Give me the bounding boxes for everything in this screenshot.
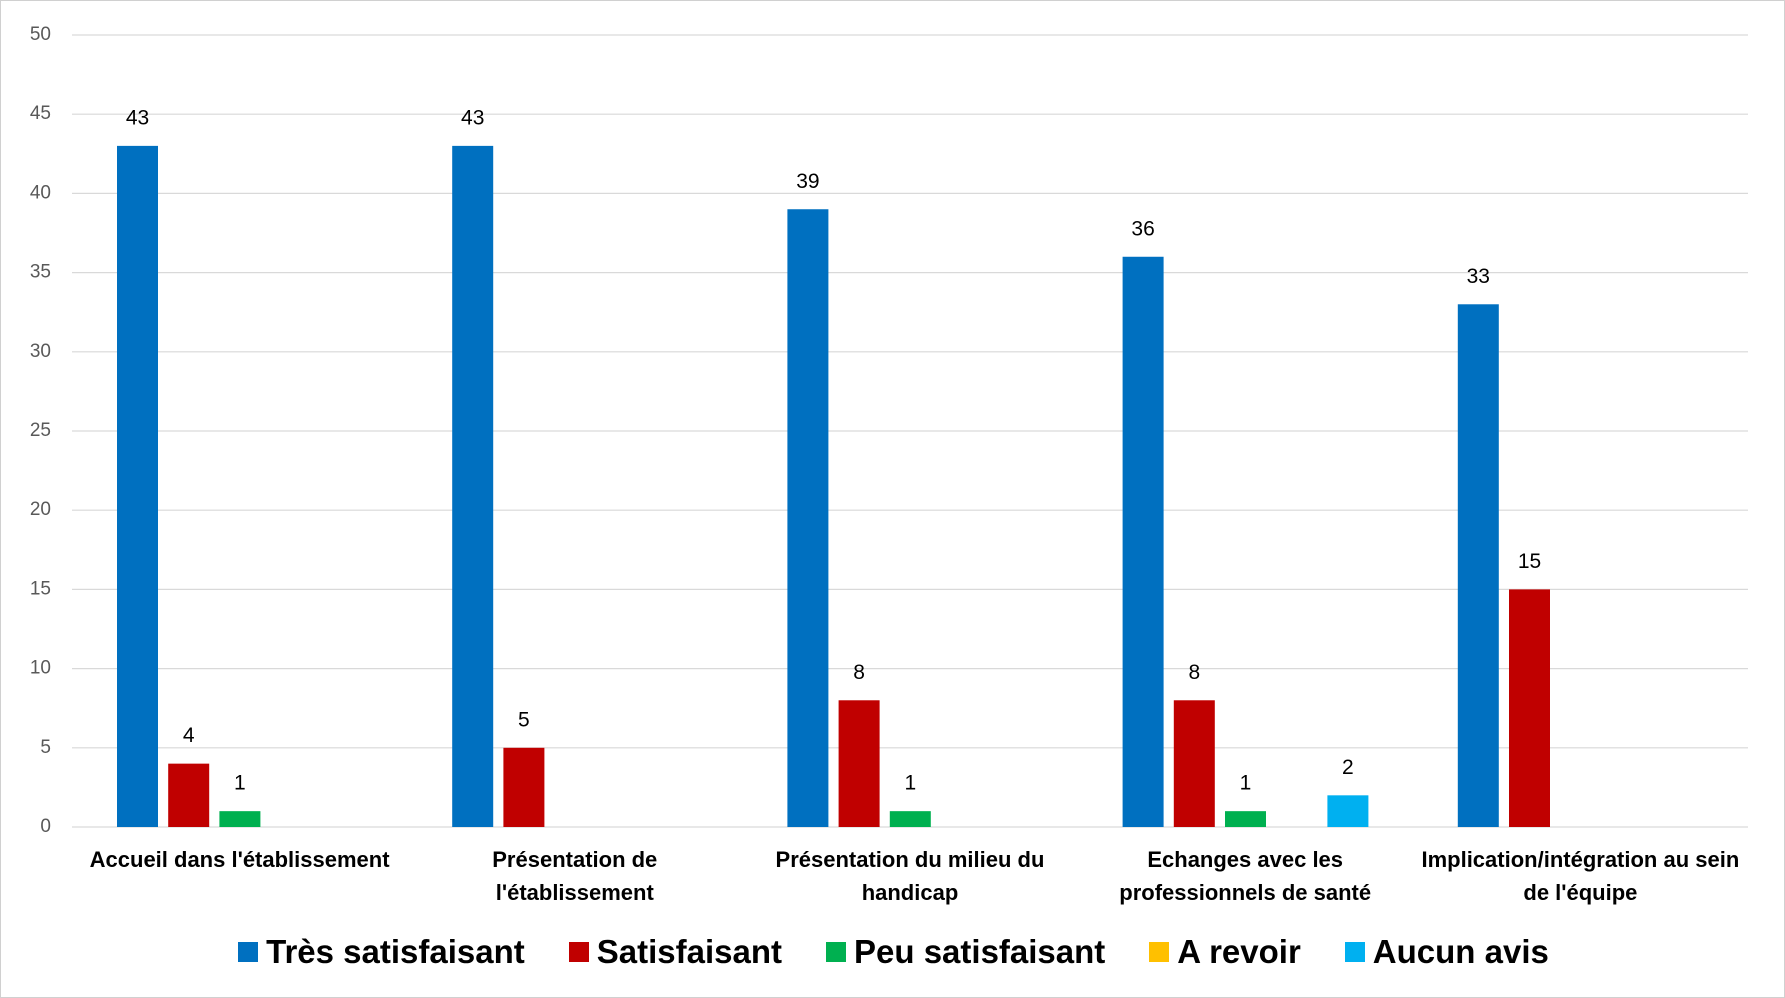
data-label: 43: [126, 106, 149, 129]
data-label: 1: [904, 772, 916, 795]
bar: [1225, 811, 1266, 827]
y-tick-label: 35: [30, 262, 51, 283]
legend-item: A revoir: [1149, 933, 1301, 971]
y-tick-label: 0: [40, 816, 51, 837]
data-label: 43: [461, 106, 484, 129]
data-label: 36: [1131, 217, 1154, 240]
y-tick-label: 30: [30, 341, 51, 362]
y-tick-label: 25: [30, 420, 51, 441]
bar: [219, 811, 261, 827]
data-label: 8: [1188, 661, 1200, 684]
bar: [889, 811, 931, 827]
data-label: 15: [1518, 550, 1541, 573]
legend-label: Peu satisfaisant: [854, 933, 1106, 970]
legend-swatch: [568, 942, 589, 962]
legend-label: Très satisfaisant: [266, 933, 525, 970]
legend: Très satisfaisant Satisfaisant Peu satisfa…: [1, 933, 1785, 971]
bar: [1457, 304, 1499, 827]
y-tick-label: 50: [30, 24, 51, 45]
x-tick-label: Présentation de l'établissement: [492, 847, 658, 905]
data-label: 2: [1342, 756, 1354, 779]
bar: [787, 209, 829, 828]
data-label: 33: [1467, 265, 1490, 288]
y-tick-label: 10: [30, 658, 51, 679]
legend-swatch: [826, 942, 847, 962]
y-tick-label: 40: [30, 182, 51, 203]
bar: [1122, 256, 1164, 827]
bar: [117, 145, 158, 827]
legend-label: Aucun avis: [1372, 933, 1549, 970]
x-tick-label: Implication/intégration au sein de l'équ…: [1421, 847, 1740, 905]
y-tick-label: 5: [40, 737, 51, 758]
legend-swatch: [1344, 942, 1365, 962]
y-tick-label: 20: [30, 499, 51, 520]
legend-label: Satisfaisant: [596, 933, 783, 970]
data-label: 5: [518, 708, 530, 731]
y-tick-label: 15: [30, 578, 51, 599]
legend-item: Aucun avis: [1344, 933, 1549, 971]
data-label: 1: [1240, 772, 1252, 795]
bar: [1509, 589, 1550, 827]
data-label: 1: [234, 772, 246, 795]
data-label: 4: [183, 724, 195, 747]
data-label: 8: [853, 661, 865, 684]
bar: [503, 747, 545, 827]
bar: [452, 145, 494, 827]
data-label: 39: [796, 170, 819, 193]
legend-item: Très satisfaisant: [238, 933, 525, 971]
x-tick-label: Echanges avec les professionnels de sant…: [1119, 847, 1372, 905]
legend-swatch: [1149, 942, 1170, 962]
legend-label: A revoir: [1177, 933, 1301, 970]
legend-swatch: [238, 942, 259, 962]
bar: [838, 700, 880, 827]
bar: [168, 763, 210, 827]
legend-item: Satisfaisant: [568, 933, 783, 971]
bar: [1327, 795, 1369, 827]
legend-item: Peu satisfaisant: [826, 933, 1105, 971]
bar: [1173, 700, 1215, 827]
y-tick-label: 45: [30, 103, 51, 124]
x-tick-label: Présentation du milieu du handicap: [775, 847, 1045, 905]
x-tick-label: Accueil dans l'établissement: [89, 847, 390, 872]
